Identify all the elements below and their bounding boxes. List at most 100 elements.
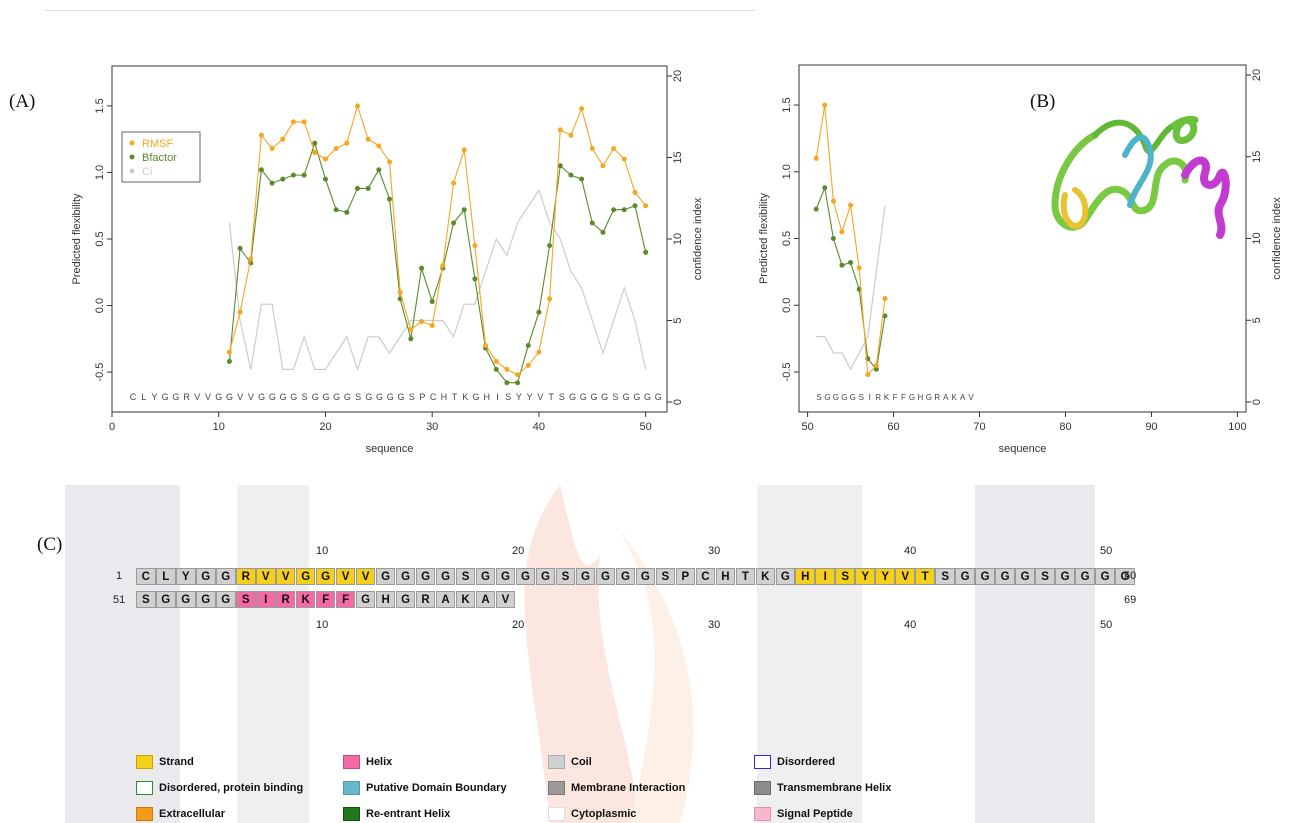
legend-item: Coil [548, 754, 592, 770]
y-tick-label: 0.5 [781, 231, 793, 246]
sequence-letter: S [505, 392, 511, 402]
residue-cell: G [375, 568, 396, 585]
sequence-letter: V [237, 392, 243, 402]
data-point-rmsf [301, 119, 307, 125]
sequence-letter: K [884, 393, 890, 402]
x-tick-label: 40 [533, 421, 545, 433]
sequence-letter: G [387, 392, 394, 402]
residue-cell: Y [175, 568, 196, 585]
residue-cell: P [675, 568, 696, 585]
sequence-letter: G [226, 392, 233, 402]
sequence-letter: F [901, 393, 906, 402]
x-tick-label: 90 [1145, 421, 1157, 433]
residue-cell: A [435, 591, 456, 608]
residue-cell: V [275, 568, 296, 585]
x-axis-label: sequence [999, 443, 1047, 455]
residue-cell: G [315, 568, 336, 585]
sequence-letter: G [580, 392, 587, 402]
legend-item: Re-entrant Helix [343, 806, 450, 822]
x-tick-label: 70 [973, 421, 985, 433]
x-tick-label: 60 [887, 421, 899, 433]
residue-cell: G [1015, 568, 1035, 585]
residue-cell: V [335, 568, 356, 585]
y-right-tick-label: 20 [1251, 69, 1263, 81]
data-point-bfactor [461, 207, 467, 213]
panel-label-c: (C) [37, 534, 63, 555]
x-tick-label: 10 [213, 421, 225, 433]
sequence-letter: G [344, 392, 351, 402]
legend-swatch [343, 781, 360, 795]
sequence-letter: A [943, 393, 949, 402]
residue-cell: G [295, 568, 316, 585]
sequence-letter: G [824, 393, 830, 402]
residue-cell: S [136, 591, 156, 608]
legend-label: Extracellular [159, 808, 226, 820]
sequence-letter: T [452, 392, 458, 402]
data-point-rmsf [387, 159, 392, 165]
data-point-rmsf [461, 147, 467, 153]
sequence-letter: V [205, 392, 211, 402]
legend-entry: RMSF [142, 138, 173, 150]
residue-cell: G [215, 568, 236, 585]
sequence-letter: H [918, 393, 924, 402]
data-point-rmsf [830, 198, 836, 204]
data-point-rmsf [557, 127, 563, 133]
residue-cell: G [1075, 568, 1095, 585]
y-right-tick-label: 20 [672, 70, 684, 82]
residue-cell: K [455, 591, 476, 608]
x-tick-label: 30 [426, 421, 438, 433]
data-point-rmsf [882, 296, 888, 302]
data-point-bfactor [515, 380, 521, 386]
data-point-rmsf [579, 106, 585, 112]
sequence-letter: H [484, 392, 491, 402]
residue-cell: I [815, 568, 836, 585]
legend-label: Putative Domain Boundary [366, 782, 507, 794]
residue-cell: Y [875, 568, 896, 585]
data-point-rmsf [547, 296, 553, 302]
data-point-rmsf [822, 102, 828, 108]
data-point-bfactor [504, 380, 510, 386]
data-point-rmsf [611, 146, 617, 152]
data-point-bfactor [301, 172, 307, 178]
legend-swatch [136, 755, 153, 769]
data-point-rmsf [440, 263, 446, 269]
data-point-bfactor [387, 196, 392, 202]
legend-swatch [754, 807, 771, 821]
residue-cell: G [975, 568, 995, 585]
data-point-bfactor [290, 172, 296, 178]
sequence-letter: C [430, 392, 437, 402]
residue-cell: V [495, 591, 516, 608]
sequence-letter: G [590, 392, 597, 402]
sequence-letter: S [409, 392, 415, 402]
legend-swatch [754, 781, 771, 795]
data-point-rmsf [312, 150, 318, 155]
sequence-letter: S [859, 393, 864, 402]
x-tick-label: 20 [319, 421, 331, 433]
residue-cell: K [295, 591, 316, 608]
x-axis-label: sequence [366, 443, 414, 455]
sequence-letter: K [952, 393, 958, 402]
sequence-letter: I [496, 392, 499, 402]
sequence-letter: T [548, 392, 554, 402]
panel-label-a: (A) [9, 91, 36, 112]
sequence-letter: S [302, 392, 308, 402]
data-point-bfactor [472, 276, 478, 282]
data-point-rmsf [600, 163, 606, 169]
y-right-tick-label: 0 [1251, 399, 1263, 405]
residue-cell: G [1055, 568, 1075, 585]
residue-cell: T [735, 568, 756, 585]
series-line-bfactor [228, 141, 647, 384]
sequence-letter: G [473, 392, 480, 402]
legend-swatch [548, 807, 565, 821]
data-point-rmsf [643, 203, 649, 209]
flexibility-chart-a: -0.5 0.0 0.5 1.0 1.5 0 5 10 15 20 0 10 20 30 40 50 seque… [45, 10, 755, 455]
sequence-letter: V [248, 392, 254, 402]
residue-cell: S [835, 568, 856, 585]
ruler-number: 20 [512, 619, 525, 631]
legend-label: Signal Peptide [777, 808, 853, 820]
row1-start-number: 1 [116, 570, 123, 582]
data-point-bfactor [621, 207, 627, 213]
sequence-letter: G [841, 393, 847, 402]
data-point-bfactor [643, 249, 649, 255]
data-point-bfactor [848, 260, 854, 266]
